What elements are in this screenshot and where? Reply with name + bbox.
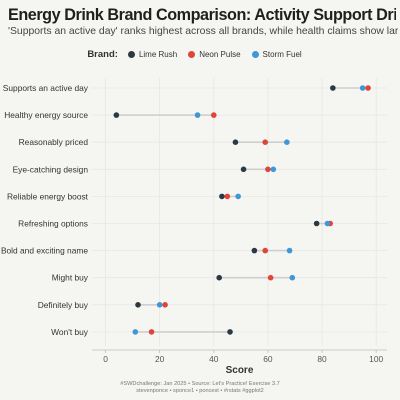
data-point-lime-rush (135, 302, 141, 308)
x-tick-label: 100 (369, 354, 383, 364)
data-point-neon-pulse (162, 302, 168, 308)
data-point-neon-pulse (210, 112, 217, 118)
category-label: Healthy energy source (4, 110, 88, 120)
data-point-storm-fuel (324, 220, 331, 227)
category-label: Won't buy (51, 327, 89, 337)
data-point-storm-fuel (156, 302, 163, 308)
legend: Brand: Lime Rush Neon Pulse Storm Fuel (0, 49, 400, 60)
caption-line-1: #SWDchallenge: Jan 2025 • Source: Let's … (120, 381, 280, 387)
data-point-storm-fuel (132, 329, 139, 335)
data-point-lime-rush (216, 274, 223, 281)
data-point-storm-fuel (359, 85, 366, 91)
legend-swatch-storm-fuel (251, 51, 259, 58)
data-point-lime-rush (313, 220, 320, 227)
category-label: Reliable energy boost (7, 191, 89, 201)
data-point-lime-rush (232, 139, 239, 145)
category-label: Might buy (52, 273, 89, 283)
x-tick-label: 20 (155, 354, 165, 364)
legend-label-neon-pulse: Neon Pulse (199, 50, 241, 59)
legend-title: Brand: (87, 49, 118, 60)
data-point-lime-rush (240, 166, 247, 173)
data-point-neon-pulse (148, 329, 155, 335)
data-point-storm-fuel (286, 247, 293, 254)
category-label: Eye-catching design (13, 164, 89, 174)
data-point-storm-fuel (289, 274, 296, 281)
data-point-lime-rush (227, 329, 233, 335)
x-axis-title: Score (226, 365, 254, 376)
data-point-storm-fuel (194, 112, 201, 118)
category-label: Reasonably priced (19, 137, 89, 147)
legend-label-storm-fuel: Storm Fuel (262, 50, 302, 59)
category-label: Bold and exciting name (1, 246, 88, 256)
legend-item-storm-fuel: Storm Fuel (251, 50, 302, 59)
data-point-neon-pulse (262, 247, 269, 254)
data-point-storm-fuel (270, 166, 277, 173)
legend-swatch-neon-pulse (188, 51, 196, 58)
data-point-neon-pulse (365, 85, 371, 91)
data-point-lime-rush (330, 85, 336, 91)
x-tick-label: 60 (263, 354, 273, 364)
category-label: Refreshing options (18, 219, 88, 229)
chart-subtitle: 'Supports an active day' ranks highest a… (8, 26, 398, 37)
legend-swatch-lime-rush (127, 51, 135, 58)
data-point-neon-pulse (267, 274, 274, 281)
data-point-storm-fuel (235, 193, 241, 200)
data-point-storm-fuel (284, 139, 290, 145)
data-point-neon-pulse (265, 166, 271, 173)
caption: #SWDchallenge: Jan 2025 • Source: Let's … (0, 381, 400, 395)
data-point-lime-rush (251, 247, 258, 254)
chart-title: Energy Drink Brand Comparison: Activity … (8, 6, 396, 24)
category-label: Supports an active day (3, 83, 89, 93)
legend-label-lime-rush: Lime Rush (138, 50, 178, 59)
category-label: Definitely buy (38, 300, 89, 310)
legend-item-neon-pulse: Neon Pulse (188, 50, 241, 59)
caption-line-2: stevenponce • sponce1 • poncest • #rstat… (136, 388, 264, 394)
x-tick-label: 0 (103, 354, 108, 364)
x-tick-label: 40 (209, 354, 219, 364)
data-point-neon-pulse (224, 193, 231, 200)
data-point-lime-rush (219, 193, 225, 200)
x-tick-label: 80 (317, 354, 327, 364)
legend-item-lime-rush: Lime Rush (127, 50, 178, 59)
data-point-neon-pulse (262, 139, 269, 145)
data-point-lime-rush (113, 112, 120, 118)
